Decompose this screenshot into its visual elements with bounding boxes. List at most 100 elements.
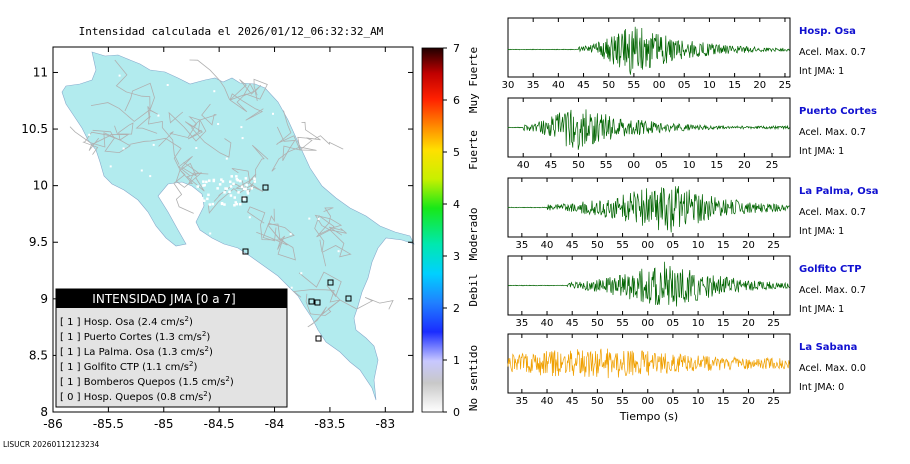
waveform-line (507, 109, 790, 150)
road-line (69, 126, 121, 148)
colorbar-level-label: Debil (467, 273, 480, 306)
city-dot (308, 217, 311, 220)
road-line (168, 111, 207, 142)
legend-item-name: Hosp. Osa (84, 317, 138, 328)
lon-tick-label: -86 (43, 417, 63, 431)
city-dot (224, 187, 227, 190)
x-tick-label: 35 (515, 240, 528, 251)
city-dot (223, 203, 226, 206)
x-tick-label: 15 (728, 80, 741, 91)
city-dot (375, 333, 378, 336)
legend-item-close: ) (209, 347, 213, 358)
seismogram-panel: 35 40 45 50 55 00 05 10 15 20 25 Golfito CTP Acel. M… (507, 255, 866, 329)
city-dot (236, 179, 239, 182)
x-tick-label: 00 (641, 318, 654, 329)
station-marker (242, 248, 249, 255)
map-frame (52, 46, 414, 413)
city-dot (169, 255, 172, 258)
legend-item-accel: (1.3 cm/s (155, 332, 202, 343)
x-tick-label: 50 (572, 160, 585, 171)
road-line (307, 299, 341, 328)
city-dot (195, 147, 198, 149)
city-dot (244, 177, 248, 180)
city-dot (149, 175, 152, 178)
legend-item-accel: (1.5 cm/s (179, 377, 226, 388)
legend-item-sup: 2 (225, 375, 229, 383)
legend-item-sup: 2 (184, 315, 188, 323)
legend: INTENSIDAD JMA [0 a 7] [ 1 ] Hosp. Osa (… (55, 288, 288, 408)
x-tick-label: 55 (616, 318, 629, 329)
city-dot (294, 104, 297, 107)
city-dot (205, 180, 208, 184)
city-dot (233, 196, 236, 199)
accel-max-label: Acel. Max. 0.7 (799, 127, 866, 138)
x-tick-label: 05 (678, 80, 691, 91)
road-line (175, 169, 205, 192)
x-tick-label: 15 (717, 240, 730, 251)
city-dot (237, 191, 240, 194)
intensity-label: Int JMA: 0 (799, 382, 844, 393)
x-tick-label: 35 (515, 318, 528, 329)
city-dot (211, 202, 214, 206)
city-dot (216, 187, 219, 190)
intensity-label: Int JMA: 1 (799, 226, 844, 237)
x-tick-label: 25 (779, 80, 792, 91)
road-line (229, 93, 264, 121)
city-dot (225, 157, 228, 160)
legend-box (55, 288, 288, 408)
city-dot (206, 197, 209, 201)
x-tick-label: 35 (527, 80, 540, 91)
legend-item-close: ) (230, 377, 234, 388)
road-line (90, 102, 158, 122)
x-tick-label: 45 (544, 160, 557, 171)
x-tick-label: 15 (710, 160, 723, 171)
x-tick-label: 35 (515, 396, 528, 407)
station-marker (241, 196, 248, 203)
x-tick-label: 50 (591, 318, 604, 329)
legend-item-name: La Palma. Osa (84, 347, 158, 358)
x-tick-label: 40 (552, 80, 565, 91)
legend-item-sup: 2 (203, 390, 207, 398)
city-dot (246, 190, 249, 193)
road-line (292, 289, 341, 303)
city-dot (118, 74, 121, 77)
x-tick-label: 20 (738, 160, 751, 171)
city-dot (290, 286, 293, 289)
x-tick-label: 05 (667, 396, 680, 407)
x-tick-label: 20 (742, 240, 755, 251)
legend-item-name: Puerto Cortes (84, 332, 155, 343)
x-tick-label: 05 (667, 240, 680, 251)
colorbar-labels: No sentido Debil Moderado Fuerte Muy Fuerte (467, 47, 480, 411)
legend-item-accel: (0.8 cm/s (156, 392, 203, 403)
accel-max-label: Acel. Max. 0.7 (799, 207, 866, 218)
city-dot (209, 232, 212, 235)
city-dot (107, 258, 110, 261)
city-dot (203, 199, 206, 202)
x-tick-label: 40 (541, 240, 554, 251)
seismogram-panels: 30 35 40 45 50 55 00 05 10 15 20 25 Hosp. Osa Acel. M… (502, 17, 879, 423)
legend-item-level: [ 0 ] (60, 392, 84, 403)
legend-item-level: [ 1 ] (60, 377, 84, 388)
city-dot (157, 114, 160, 117)
city-dot (244, 187, 247, 191)
colorbar-level-label: Muy Fuerte (467, 47, 480, 113)
road-network (69, 59, 394, 328)
x-tick-label: 45 (577, 80, 590, 91)
x-tick-label: 10 (683, 160, 696, 171)
lat-tick-label: 9.5 (29, 235, 48, 249)
lat-tick-label: 11 (33, 65, 48, 79)
road-line (229, 79, 262, 101)
map-axes: -86 -85.5 -85 -84.5 -84 -83.5 -83 8 8.5 9 9.5 10 10.… (21, 47, 413, 431)
x-tick-label: 25 (766, 160, 779, 171)
city-dot (325, 77, 328, 80)
accel-max-label: Acel. Max. 0.7 (799, 285, 866, 296)
intensity-label: Int JMA: 1 (799, 304, 844, 315)
city-dot (220, 178, 223, 181)
city-dot (363, 175, 366, 177)
road-line (262, 222, 295, 242)
station-name: Golfito CTP (799, 264, 862, 275)
x-tick-label: 40 (541, 396, 554, 407)
road-line (267, 224, 296, 261)
colorbar-tick-label: 0 (453, 406, 460, 419)
x-tick-label: 45 (566, 240, 579, 251)
